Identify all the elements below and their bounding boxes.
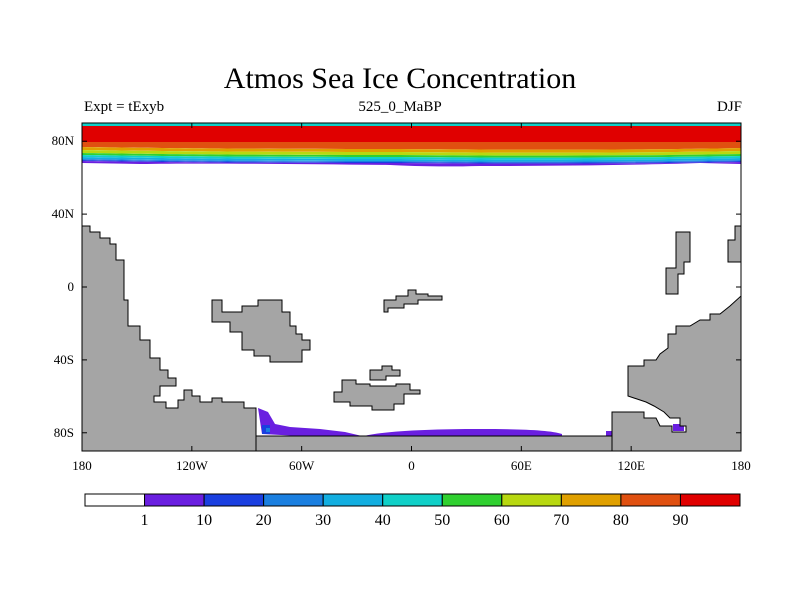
antarctic-sea-ice	[258, 408, 684, 436]
colorbar-label: 80	[613, 512, 629, 529]
continent-east	[611, 295, 741, 451]
colorbar-swatch	[620, 493, 681, 507]
colorbar-swatch	[501, 493, 562, 507]
colorbar-label: 30	[315, 512, 331, 529]
x-tick-label: 180	[731, 458, 751, 473]
continent-west	[82, 225, 269, 451]
colorbar-swatch	[441, 493, 503, 507]
y-tick-label: 80S	[54, 425, 74, 440]
axis-ticks: 180 120W 60W 0 60E 120E 180 80N 40N 0 40S 80S	[52, 123, 751, 473]
x-tick-label: 120E	[617, 458, 645, 473]
island-arc-east	[665, 231, 691, 295]
map-title: Atmos Sea Ice Concentration	[223, 62, 577, 95]
colorbar-label: 1	[141, 512, 149, 529]
colorbar-swatch	[84, 493, 146, 507]
experiment-label: Expt = tExyb	[84, 99, 165, 115]
landmass-central-south	[333, 379, 421, 411]
continent-east-coast	[727, 225, 741, 263]
arctic-sea-ice	[82, 123, 741, 167]
x-tick-label: 0	[408, 458, 415, 473]
continent-south	[255, 435, 613, 451]
colorbar-swatch	[203, 493, 265, 507]
colorbar-label: 50	[434, 512, 450, 529]
y-tick-label: 80N	[52, 133, 75, 148]
x-tick-label: 60E	[511, 458, 532, 473]
x-tick-label: 60W	[289, 458, 315, 473]
colorbar-swatch	[144, 493, 205, 507]
landmass-central-islet	[369, 365, 401, 381]
colorbar-label: 70	[553, 512, 569, 529]
colorbar-swatch	[322, 493, 384, 507]
time-label: 525_0_MaBP	[358, 99, 442, 115]
landmass-central-north	[383, 289, 443, 313]
colorbar-label: 10	[196, 512, 212, 529]
colorbar-label: 40	[375, 512, 391, 529]
colorbar: 1 10 20 30 40 50 60 70 80 90	[84, 493, 741, 529]
colorbar-label: 90	[672, 512, 688, 529]
colorbar-swatch	[679, 493, 741, 507]
colorbar-swatch	[560, 493, 622, 507]
y-tick-label: 40S	[54, 352, 74, 367]
colorbar-label: 60	[494, 512, 510, 529]
colorbar-label: 20	[256, 512, 272, 529]
x-tick-label: 180	[72, 458, 92, 473]
landmass-central-west	[211, 299, 311, 363]
season-label: DJF	[716, 99, 742, 115]
colorbar-swatch	[382, 493, 443, 507]
y-tick-label: 0	[68, 279, 75, 294]
colorbar-swatch	[263, 493, 324, 507]
x-tick-label: 120W	[176, 458, 209, 473]
y-tick-label: 40N	[52, 206, 75, 221]
land-masses	[82, 225, 741, 451]
